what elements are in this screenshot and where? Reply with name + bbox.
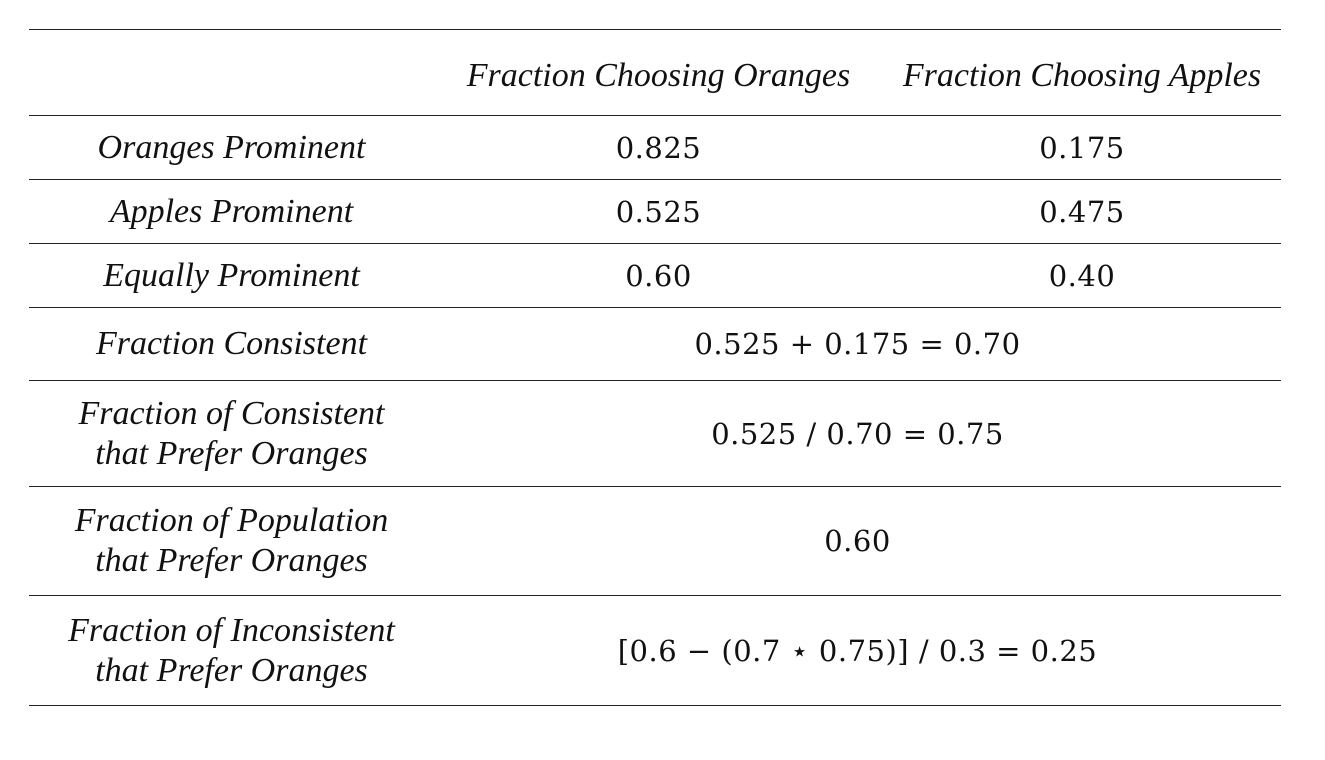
oranges-value: 0.60 [625, 258, 692, 293]
oranges-value: 0.525 [615, 194, 702, 229]
summary-label: Fraction of Consistent that Prefer Orang… [29, 394, 434, 474]
results-table: Fraction Choosing Oranges Fraction Choos… [29, 29, 1281, 706]
oranges-value: 0.825 [615, 130, 702, 165]
summary-label-line: that Prefer Oranges [95, 651, 368, 689]
table-row: Equally Prominent 0.60 0.40 [29, 244, 1281, 308]
table-row: Oranges Prominent 0.825 0.175 [29, 116, 1281, 180]
summary-value: [0.6 − (0.7 ⋆ 0.75)] / 0.3 = 0.25 [617, 633, 1098, 668]
header-oranges: Fraction Choosing Oranges [466, 56, 851, 94]
summary-value: 0.525 / 0.70 = 0.75 [711, 416, 1004, 451]
summary-label-line: that Prefer Oranges [95, 542, 368, 579]
row-label: Apples Prominent [109, 192, 354, 230]
summary-row: Fraction of Population that Prefer Orang… [29, 487, 1281, 596]
table-row: Apples Prominent 0.525 0.475 [29, 180, 1281, 244]
summary-value: 0.60 [824, 524, 891, 558]
summary-label-line: Fraction of Inconsistent [68, 611, 395, 649]
summary-row: Fraction of Inconsistent that Prefer Ora… [29, 596, 1281, 706]
row-label: Oranges Prominent [97, 128, 366, 166]
summary-row: Fraction of Consistent that Prefer Orang… [29, 381, 1281, 487]
summary-row: Fraction Consistent 0.525 + 0.175 = 0.70 [29, 308, 1281, 381]
apples-value: 0.40 [1048, 258, 1116, 293]
summary-label-line: Fraction of Consistent [78, 394, 385, 432]
summary-label-line: Fraction of Population [74, 502, 389, 539]
summary-label: Fraction of Inconsistent that Prefer Ora… [29, 611, 434, 691]
apples-value: 0.175 [1039, 130, 1125, 165]
header-apples: Fraction Choosing Apples [902, 56, 1262, 94]
summary-label: Fraction of Population that Prefer Orang… [29, 501, 434, 581]
summary-label-line: that Prefer Oranges [95, 434, 368, 472]
summary-label-line: Fraction Consistent [95, 325, 368, 362]
apples-value: 0.475 [1039, 194, 1125, 229]
summary-label: Fraction Consistent [29, 324, 434, 364]
table-header-row: Fraction Choosing Oranges Fraction Choos… [29, 29, 1281, 116]
summary-value: 0.525 + 0.175 = 0.70 [694, 327, 1021, 361]
row-label: Equally Prominent [103, 256, 360, 294]
